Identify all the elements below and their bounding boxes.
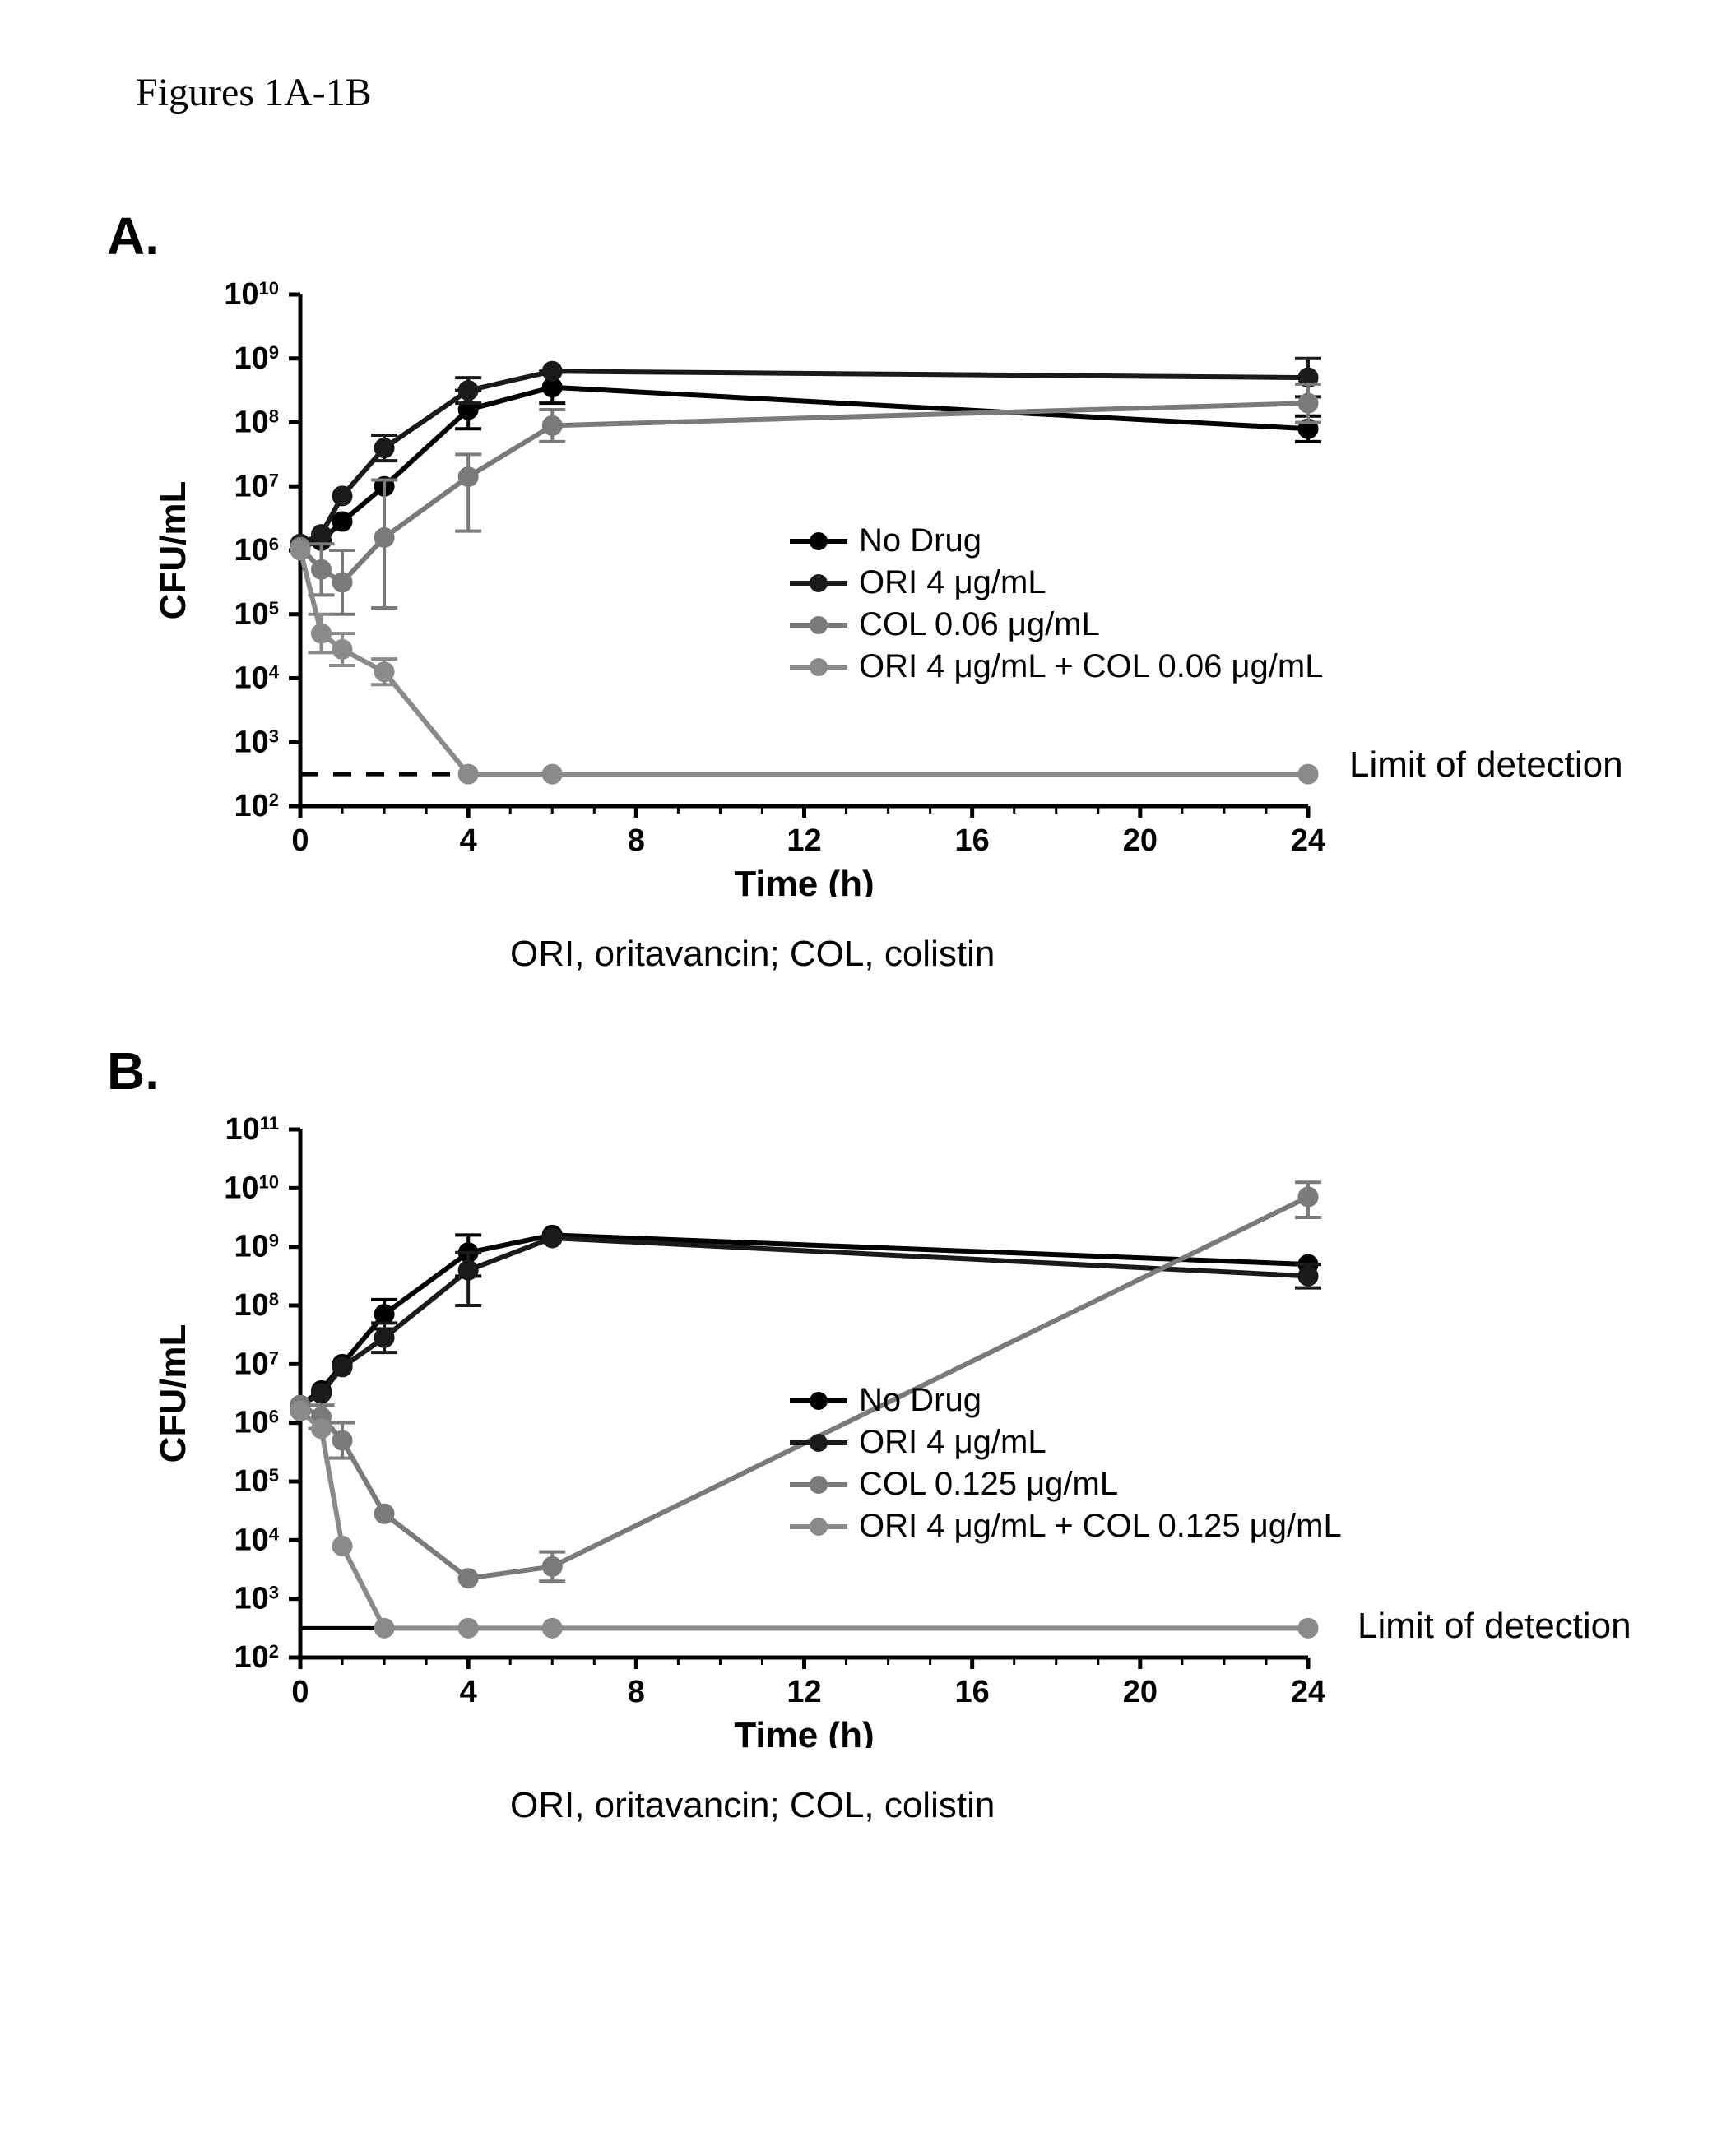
svg-text:Time (h): Time (h) bbox=[734, 864, 874, 897]
svg-text:106: 106 bbox=[234, 533, 279, 568]
legend-label: ORI 4 μg/mL bbox=[859, 1424, 1046, 1461]
legend-swatch bbox=[790, 571, 847, 596]
svg-text:104: 104 bbox=[234, 661, 279, 696]
panel-label-a: A. bbox=[107, 206, 160, 267]
svg-text:0: 0 bbox=[291, 823, 309, 858]
legend-swatch bbox=[790, 529, 847, 554]
svg-text:4: 4 bbox=[460, 1675, 477, 1709]
svg-text:8: 8 bbox=[628, 1675, 645, 1709]
legend-swatch bbox=[790, 655, 847, 679]
svg-text:8: 8 bbox=[628, 823, 645, 858]
svg-text:103: 103 bbox=[234, 725, 279, 759]
svg-text:102: 102 bbox=[234, 789, 279, 823]
legend-swatch bbox=[790, 1514, 847, 1539]
svg-text:1010: 1010 bbox=[224, 277, 279, 312]
legend-label: ORI 4 μg/mL bbox=[859, 564, 1046, 601]
legend-item: COL 0.06 μg/mL bbox=[790, 606, 1323, 643]
svg-text:24: 24 bbox=[1291, 823, 1325, 858]
svg-text:106: 106 bbox=[234, 1406, 279, 1440]
caption-b: ORI, oritavancin; COL, colistin bbox=[510, 1785, 995, 1826]
legend-swatch bbox=[790, 613, 847, 638]
lod-label-b: Limit of detection bbox=[1357, 1606, 1631, 1647]
svg-text:Time (h): Time (h) bbox=[734, 1715, 874, 1748]
legend-label: COL 0.06 μg/mL bbox=[859, 606, 1100, 643]
legend-item: ORI 4 μg/mL + COL 0.125 μg/mL bbox=[790, 1508, 1342, 1545]
svg-text:20: 20 bbox=[1123, 823, 1158, 858]
legend-item: ORI 4 μg/mL bbox=[790, 1424, 1342, 1461]
svg-text:1010: 1010 bbox=[224, 1171, 279, 1205]
lod-label-a: Limit of detection bbox=[1349, 744, 1623, 786]
legend-label: ORI 4 μg/mL + COL 0.06 μg/mL bbox=[859, 648, 1323, 685]
svg-text:12: 12 bbox=[787, 1675, 821, 1709]
svg-text:1011: 1011 bbox=[225, 1112, 279, 1147]
svg-text:12: 12 bbox=[787, 823, 821, 858]
svg-text:109: 109 bbox=[234, 341, 279, 376]
legend-item: ORI 4 μg/mL bbox=[790, 564, 1323, 601]
svg-text:105: 105 bbox=[234, 597, 279, 632]
legend-label: COL 0.125 μg/mL bbox=[859, 1466, 1118, 1503]
svg-text:CFU/mL: CFU/mL bbox=[153, 1324, 193, 1463]
panel-label-b: B. bbox=[107, 1041, 160, 1101]
legend-label: No Drug bbox=[859, 522, 981, 559]
svg-text:16: 16 bbox=[955, 1675, 990, 1709]
legend-item: ORI 4 μg/mL + COL 0.06 μg/mL bbox=[790, 648, 1323, 685]
svg-text:105: 105 bbox=[234, 1464, 279, 1499]
svg-text:104: 104 bbox=[234, 1523, 279, 1557]
legend-item: COL 0.125 μg/mL bbox=[790, 1466, 1342, 1503]
svg-text:20: 20 bbox=[1123, 1675, 1158, 1709]
svg-text:16: 16 bbox=[955, 823, 990, 858]
legend-swatch bbox=[790, 1389, 847, 1413]
legend-swatch bbox=[790, 1472, 847, 1497]
svg-text:108: 108 bbox=[234, 1288, 279, 1323]
svg-text:0: 0 bbox=[291, 1675, 309, 1709]
legend-a: No Drug ORI 4 μg/mL COL 0.06 μg/mL ORI 4 μg… bbox=[790, 522, 1323, 690]
svg-text:103: 103 bbox=[234, 1582, 279, 1616]
caption-a: ORI, oritavancin; COL, colistin bbox=[510, 934, 995, 975]
legend-label: ORI 4 μg/mL + COL 0.125 μg/mL bbox=[859, 1508, 1342, 1545]
svg-text:CFU/mL: CFU/mL bbox=[153, 481, 193, 620]
svg-text:4: 4 bbox=[460, 823, 477, 858]
legend-b: No Drug ORI 4 μg/mL COL 0.125 μg/mL ORI 4 μ… bbox=[790, 1382, 1342, 1550]
legend-item: No Drug bbox=[790, 1382, 1342, 1419]
svg-text:107: 107 bbox=[234, 469, 279, 503]
legend-label: No Drug bbox=[859, 1382, 981, 1419]
svg-text:24: 24 bbox=[1291, 1675, 1325, 1709]
legend-item: No Drug bbox=[790, 522, 1323, 559]
figure-header: Figures 1A-1B bbox=[136, 70, 372, 115]
svg-text:107: 107 bbox=[234, 1347, 279, 1381]
svg-text:102: 102 bbox=[234, 1640, 279, 1675]
svg-text:108: 108 bbox=[234, 406, 279, 440]
legend-swatch bbox=[790, 1430, 847, 1455]
svg-text:109: 109 bbox=[234, 1230, 279, 1264]
